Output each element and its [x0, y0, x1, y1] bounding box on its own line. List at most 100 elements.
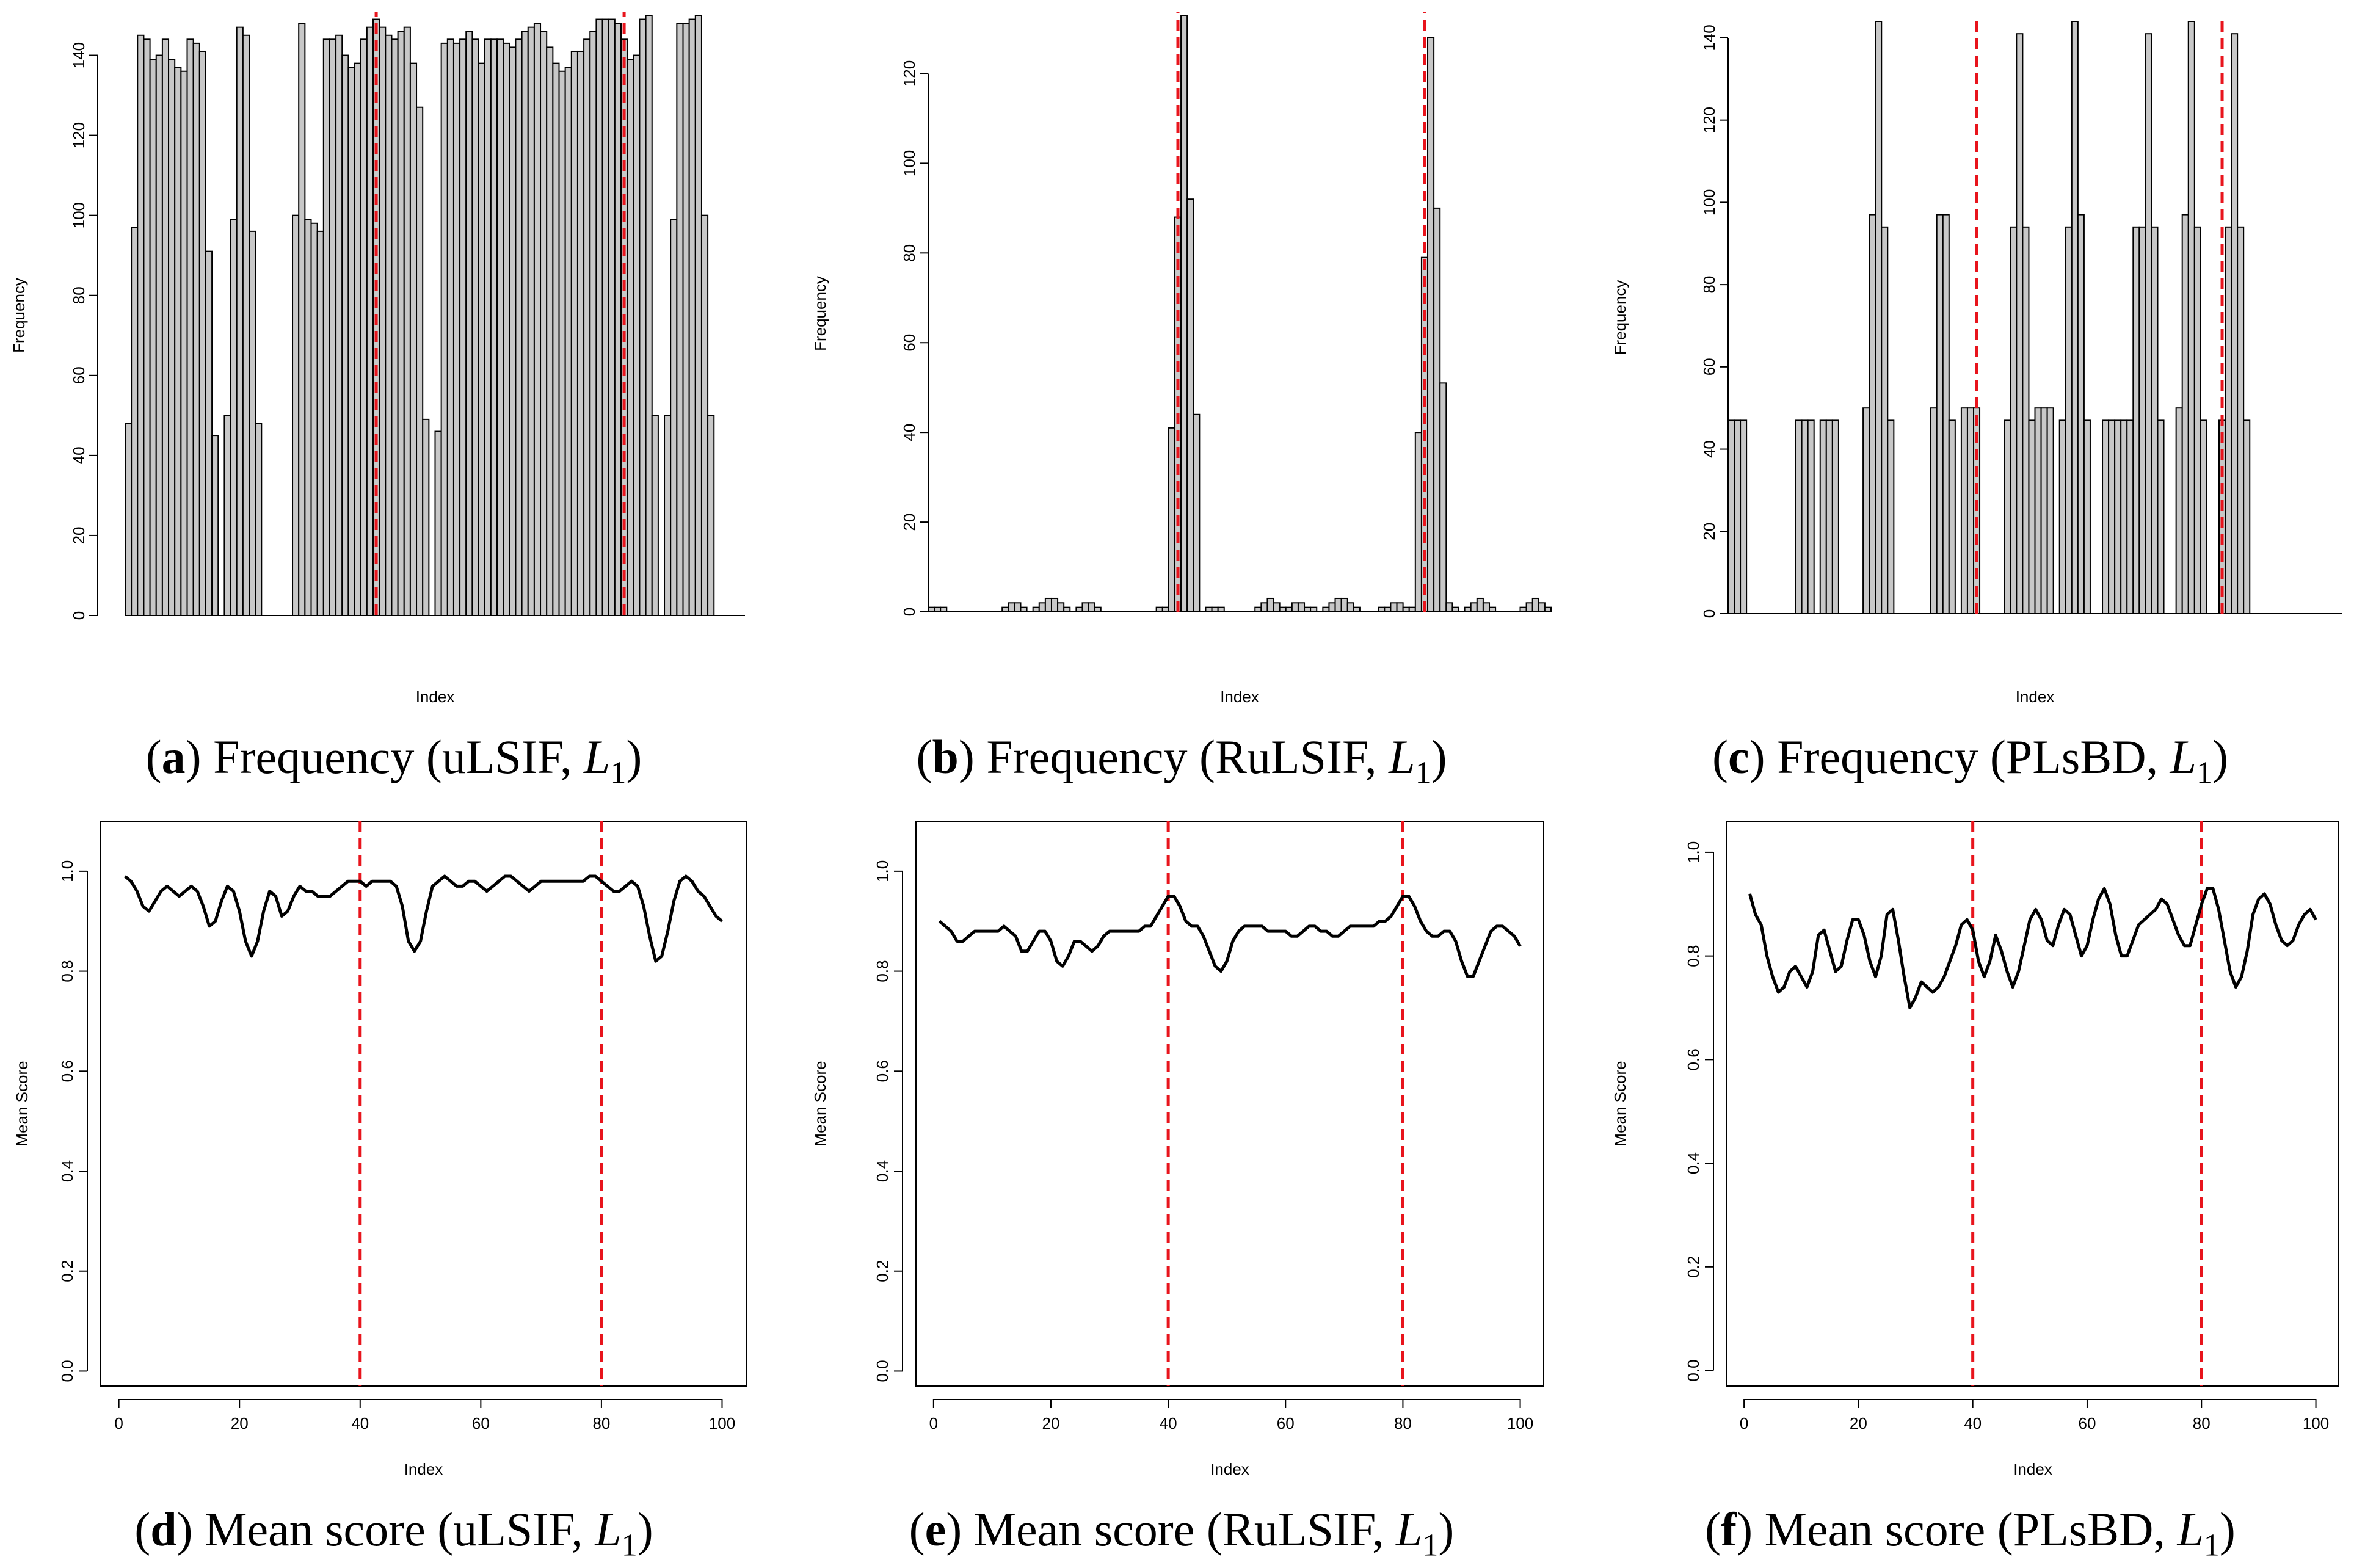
bar [459, 38, 467, 616]
y-tick-label: 0.6 [58, 1060, 76, 1082]
bar [1433, 207, 1441, 612]
bar [601, 18, 609, 616]
caption-text: Frequency (RuLSIF, [986, 730, 1389, 783]
y-axis-label: Frequency [811, 276, 829, 351]
bar [1050, 597, 1059, 612]
bar [2028, 419, 2036, 614]
y-tick-label: 100 [900, 150, 918, 176]
bar [595, 18, 603, 616]
bar [928, 606, 935, 612]
bar [316, 230, 324, 616]
bar [2040, 407, 2048, 614]
bar [1531, 597, 1539, 612]
bar [2187, 21, 2195, 614]
bar [564, 67, 572, 616]
bar [1384, 606, 1392, 612]
caption-math: L [1396, 1503, 1423, 1556]
x-axis-label: Index [416, 688, 455, 706]
y-tick-label: 80 [1700, 276, 1718, 294]
chart-c: 0 20 40 60 80 100 120 140 Index Frequency [1611, 18, 2342, 706]
bar [1489, 606, 1497, 612]
bar [125, 423, 133, 616]
bar [1180, 15, 1188, 612]
bar [1346, 602, 1354, 613]
bar [1032, 606, 1040, 612]
caption-close: ) [637, 1503, 653, 1556]
y-tick-label: 60 [70, 366, 88, 384]
bar [478, 62, 485, 616]
bar [1470, 602, 1478, 613]
x-axis-label: Index [1210, 1460, 1249, 1478]
x-tick-label: 80 [592, 1414, 610, 1432]
caption-b: (b) Frequency (RuLSIF, L1) [916, 730, 1447, 791]
caption-text: Frequency (uLSIF, [213, 730, 584, 783]
bar [682, 23, 690, 616]
caption-f: (f) Mean score (PLsBD, L1) [1705, 1503, 2236, 1563]
bar [688, 18, 696, 616]
y-tick-label: 1.0 [1684, 841, 1702, 863]
bar [1414, 432, 1422, 612]
bar [1948, 419, 1956, 614]
bar [416, 106, 424, 616]
y-axis-label: Mean Score [13, 1061, 31, 1146]
x-tick-label: 100 [1507, 1414, 1533, 1432]
bar [558, 70, 566, 617]
bar [1285, 606, 1293, 612]
bar [465, 31, 473, 617]
caption-math: L [2170, 730, 2196, 783]
bar [1063, 606, 1071, 612]
bar [186, 38, 194, 616]
x-tick-label: 100 [709, 1414, 735, 1432]
bar [1795, 419, 1803, 614]
bar [366, 26, 374, 617]
bar [205, 250, 213, 616]
bar [446, 38, 454, 616]
bar [2132, 226, 2140, 614]
panel-d: 0 20 40 60 80 100 0.0 0.2 0.4 0.6 0.8 1.0 Index Mean … [0, 800, 788, 1563]
bar [335, 34, 343, 617]
bar [391, 38, 399, 616]
bar [1260, 602, 1268, 613]
bar [1161, 606, 1169, 612]
x-tick-label: 20 [1850, 1414, 1867, 1432]
bar [255, 423, 263, 616]
bar [242, 34, 250, 617]
y-tick-label: 60 [1700, 358, 1718, 376]
x-tick-label: 0 [1740, 1414, 1748, 1432]
bar [198, 50, 206, 617]
mean-score-line [938, 895, 1522, 978]
bar [700, 214, 709, 616]
y-tick-label: 0.8 [1684, 945, 1702, 967]
y-tick-label: 100 [70, 202, 88, 228]
bar [1875, 21, 1883, 614]
chart-e: 0 20 40 60 80 100 0.0 0.2 0.4 0.6 0.8 1.0 Index Mean … [811, 821, 1544, 1478]
bar [676, 23, 684, 616]
bar [1322, 606, 1330, 612]
caption-math: L [1389, 730, 1415, 783]
bar [583, 38, 591, 616]
y-tick-label: 0.6 [873, 1060, 892, 1082]
bar [1464, 606, 1472, 612]
bar [341, 54, 349, 617]
bar [1727, 419, 1735, 614]
caption-letter: c [1728, 730, 1749, 783]
bar [2058, 419, 2066, 614]
bar [2138, 226, 2146, 614]
bar [1427, 37, 1435, 613]
y-tick-label: 0.8 [58, 960, 76, 982]
y-tick-label: 0 [900, 608, 918, 616]
bar [360, 38, 368, 616]
bar [1217, 606, 1225, 612]
bar [2181, 214, 2189, 614]
bar [143, 38, 151, 616]
bar [1482, 602, 1491, 613]
x-tick-label: 0 [929, 1414, 938, 1432]
bar [1291, 602, 1299, 613]
bar [1378, 606, 1386, 612]
bar [1807, 419, 1815, 614]
bar [694, 15, 702, 616]
caption-close: ) [1431, 730, 1447, 783]
bar [1862, 407, 1870, 614]
bar [496, 38, 504, 616]
bar [322, 38, 330, 616]
